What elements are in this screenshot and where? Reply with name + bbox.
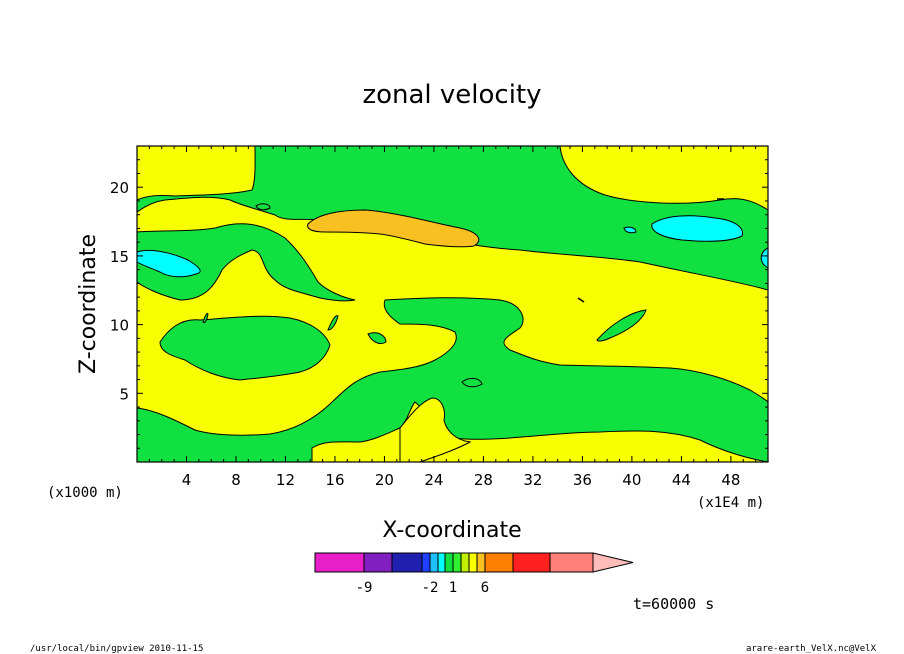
- contour-regions-green: [136, 145, 769, 463]
- colorbar-band: [512, 552, 551, 573]
- x-tick-label: 40: [622, 471, 641, 489]
- x-tick-label: 48: [721, 471, 740, 489]
- contour-tick-marks: [577, 198, 724, 303]
- x-tick-label: 4: [182, 471, 192, 489]
- contour-regions-cyan: [136, 215, 769, 278]
- region-small-6-green: [202, 313, 209, 323]
- x-tick-label: 32: [523, 471, 542, 489]
- region-left-cyan: [136, 249, 201, 278]
- region-small-5-green: [327, 315, 339, 331]
- y-axis-title: Z-coordinate: [76, 234, 101, 374]
- region-left-upper-green: [136, 223, 356, 302]
- x-tick-label: 44: [672, 471, 691, 489]
- x-tick-label: 36: [573, 471, 592, 489]
- footer-left: /usr/local/bin/gpview 2010-11-15: [30, 644, 203, 654]
- x-tick-label: 8: [231, 471, 241, 489]
- x-unit-label: (x1E4 m): [697, 495, 764, 511]
- region-small-3-green: [461, 377, 483, 388]
- x-axis-title: X-coordinate: [382, 518, 521, 543]
- colorbar-band: [444, 552, 454, 573]
- region-orange: [307, 209, 480, 248]
- colorbar-band: [484, 552, 514, 573]
- contour-fragment-2: [577, 297, 585, 303]
- x-tick-label: 20: [375, 471, 394, 489]
- region-bottom-yellow: [399, 397, 472, 463]
- y-tick-label: 20: [110, 179, 129, 197]
- colorbar-band: [460, 552, 470, 573]
- region-small-1-green: [596, 309, 647, 342]
- colorbar-arrow: [592, 552, 634, 573]
- colorbar-band: [429, 552, 439, 573]
- colorbar-labels: -9 -2 1 6: [356, 580, 490, 596]
- colorbar-band: [314, 552, 365, 573]
- colorbar-band: [421, 552, 431, 573]
- colorbar-band: [476, 552, 486, 573]
- colorbar-band: [437, 552, 446, 573]
- colorbar-band: [468, 552, 478, 573]
- colorbar-band: [391, 552, 423, 573]
- x-tick-label: 12: [276, 471, 295, 489]
- region-mid-left-green: [159, 315, 331, 381]
- region-small-4-green: [255, 203, 271, 211]
- colorbar-label: 1: [449, 580, 457, 596]
- time-label: t=60000 s: [633, 595, 714, 613]
- colorbar-band: [549, 552, 594, 573]
- chart-title: zonal velocity: [362, 80, 541, 110]
- colorbar-band: [452, 552, 462, 573]
- colorbar-band: [363, 552, 393, 573]
- colorbar-label: -2: [422, 580, 439, 596]
- colorbar: [314, 552, 634, 573]
- y-tick-label: 5: [119, 385, 129, 403]
- colorbar-label: -9: [356, 580, 373, 596]
- region-small-cyan: [623, 226, 637, 234]
- region-right-cyan: [651, 215, 744, 242]
- footer-right: arare-earth_VelX.nc@VelX: [746, 644, 877, 654]
- plot-area: [136, 145, 769, 463]
- x-tick-label: 16: [325, 471, 344, 489]
- x-tick-label: 28: [474, 471, 493, 489]
- region-small-2-green: [367, 332, 387, 345]
- plot-frame: [136, 145, 769, 463]
- y-unit-label: (x1000 m): [47, 485, 123, 501]
- y-tick-label: 15: [110, 248, 129, 266]
- y-tick-label: 10: [110, 317, 129, 335]
- colorbar-label: 6: [481, 580, 489, 596]
- contour-small-features: [202, 203, 339, 331]
- x-tick-label: 24: [424, 471, 443, 489]
